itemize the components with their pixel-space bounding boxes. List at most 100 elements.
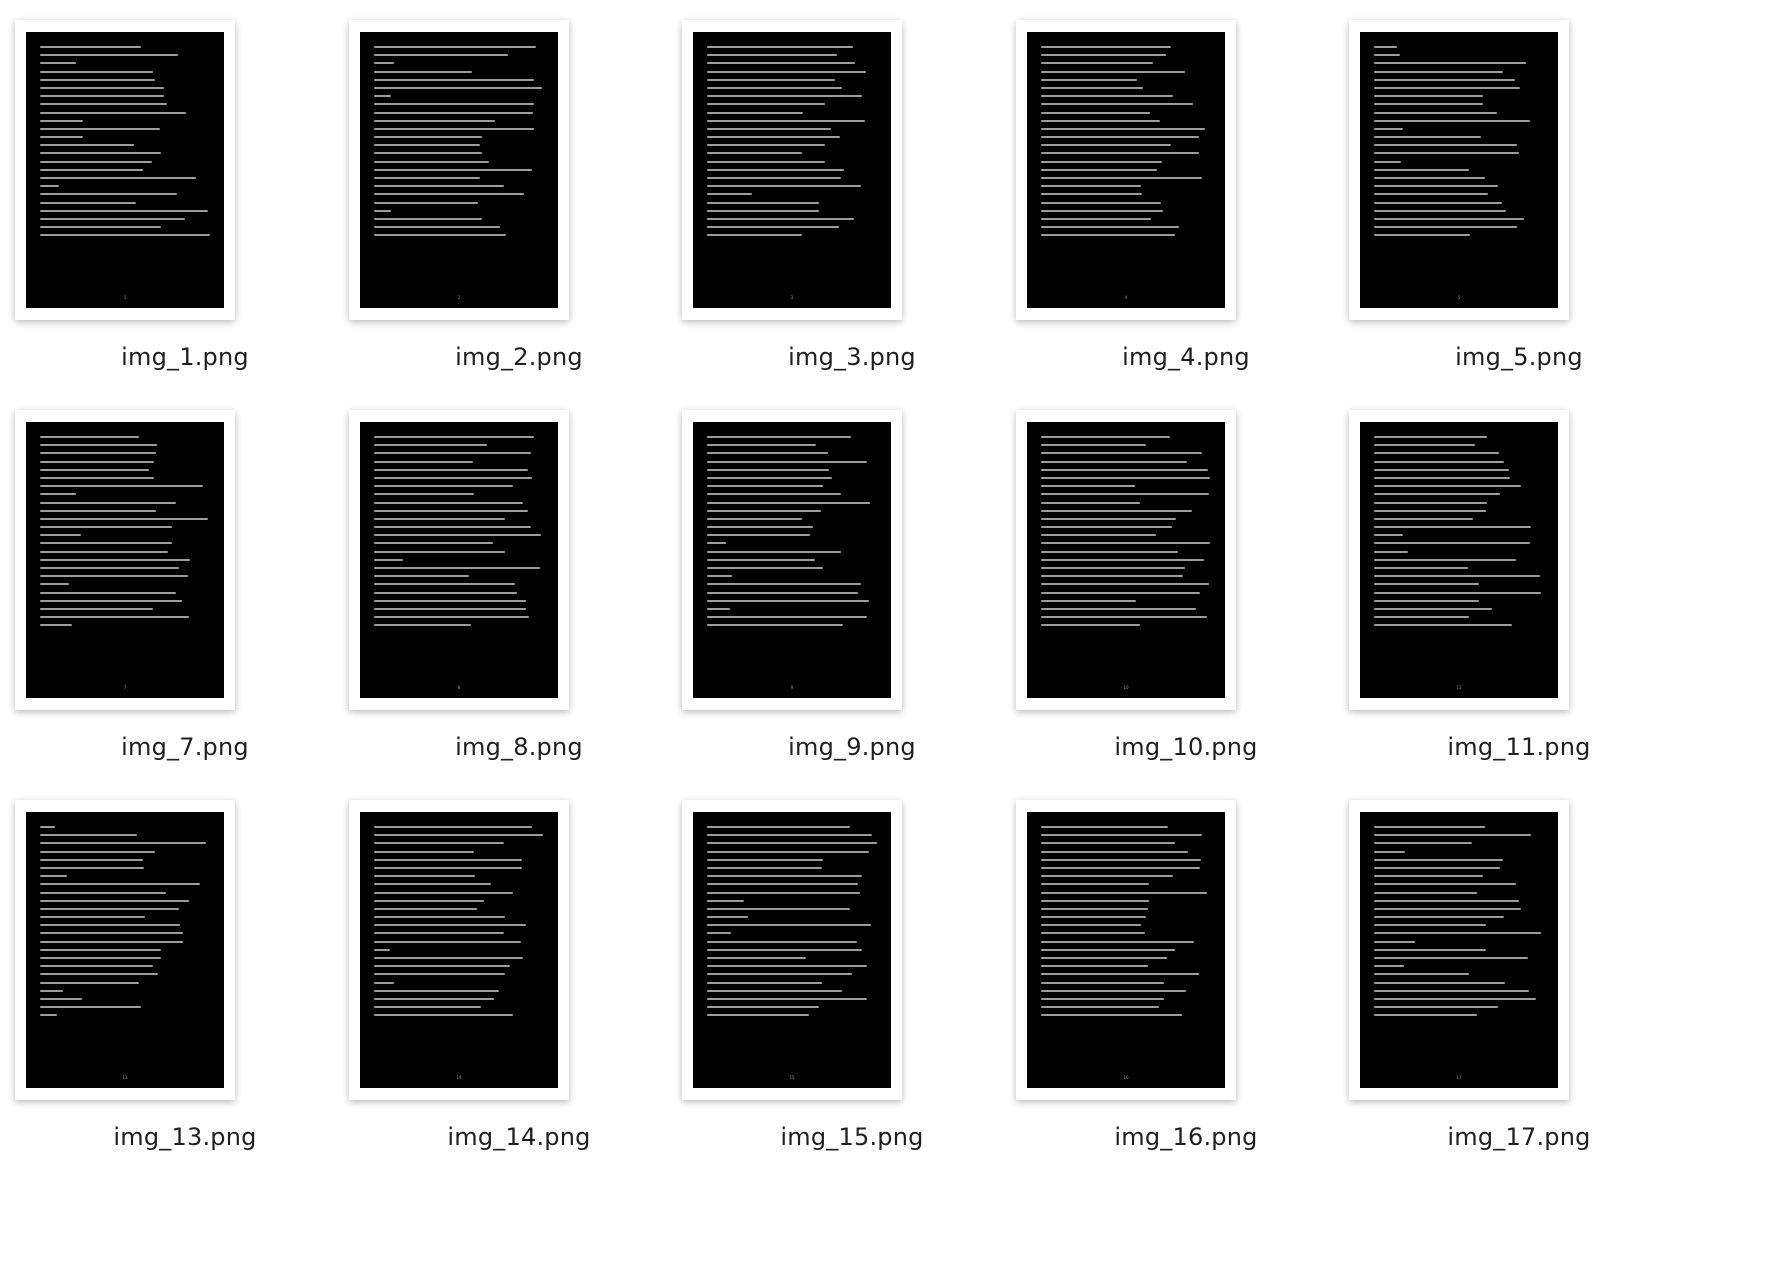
text-line [40,177,196,179]
text-line [707,607,731,610]
text-line [1041,550,1179,553]
thumbnail[interactable]: 11 [1349,410,1569,710]
file-name[interactable]: img_1.png [121,343,249,371]
file-name[interactable]: img_8.png [455,733,583,761]
file-tile[interactable]: 16 img_16.png [1001,780,1381,1180]
text-line [707,989,843,992]
text-lines [1374,436,1544,633]
file-name[interactable]: img_3.png [788,343,916,371]
file-tile[interactable]: 13 img_13.png [0,780,380,1180]
text-line [707,883,858,886]
text-line [374,493,475,496]
file-tile[interactable]: 9 img_9.png [667,390,1047,790]
text-line [374,558,404,561]
text-line [1041,46,1172,48]
text-line [40,217,185,220]
text-line [1374,550,1409,553]
text-line [707,193,752,196]
text-line [707,591,859,594]
text-line [1041,973,1200,976]
text-line [40,826,56,828]
file-tile[interactable]: 7 img_7.png [0,390,380,790]
file-tile[interactable]: 3 img_3.png [667,0,1047,400]
thumbnail[interactable]: 3 [682,20,902,320]
text-line [40,1014,57,1017]
file-name[interactable]: img_7.png [121,733,249,761]
text-line [1041,616,1208,619]
thumbnail[interactable]: 17 [1349,800,1569,1100]
file-name[interactable]: img_13.png [113,1123,257,1151]
text-line [1041,201,1161,204]
page-number: 10 [1123,685,1129,690]
text-line [374,70,472,73]
text-line [1041,534,1157,537]
thumbnail[interactable]: 5 [1349,20,1569,320]
text-line [1374,526,1531,529]
text-line [1374,624,1512,627]
file-name[interactable]: img_9.png [788,733,916,761]
thumbnail[interactable]: 13 [15,800,235,1100]
file-tile[interactable]: 8 img_8.png [334,390,714,790]
text-line [1374,509,1487,512]
text-line [40,583,69,586]
text-line [40,201,137,204]
file-tile[interactable]: 10 img_10.png [1001,390,1381,790]
file-name[interactable]: img_2.png [455,343,583,371]
file-name[interactable]: img_10.png [1114,733,1258,761]
text-line [707,526,814,529]
text-line [40,234,210,237]
thumbnail[interactable]: 9 [682,410,902,710]
text-line [1041,70,1186,73]
file-tile[interactable]: 11 img_11.png [1334,390,1714,790]
file-name[interactable]: img_17.png [1447,1123,1591,1151]
file-name[interactable]: img_15.png [780,1123,924,1151]
text-line [40,485,203,488]
file-tile[interactable]: 4 img_4.png [1001,0,1381,400]
file-tile[interactable]: 14 img_14.png [334,780,714,1180]
thumbnail[interactable]: 4 [1016,20,1236,320]
thumbnail[interactable]: 8 [349,410,569,710]
text-line [1374,136,1481,139]
text-line [1041,209,1163,212]
file-tile[interactable]: 15 img_15.png [667,780,1047,1180]
thumbnail[interactable]: 15 [682,800,902,1100]
text-line [374,460,474,463]
thumbnail[interactable]: 10 [1016,410,1236,710]
text-line [1041,476,1210,479]
text-line [1374,119,1530,122]
text-line [1374,86,1521,89]
file-name[interactable]: img_11.png [1447,733,1591,761]
text-line [1374,534,1403,537]
text-line [1041,168,1157,171]
file-tile[interactable]: 5 img_5.png [1334,0,1714,400]
text-line [1374,209,1506,212]
text-lines [40,46,210,243]
page-preview: 17 [1360,812,1558,1088]
file-tile[interactable]: 2 img_2.png [334,0,714,400]
text-line [40,989,64,992]
text-line [40,136,83,139]
thumbnail[interactable]: 1 [15,20,235,320]
text-line [40,542,173,545]
thumbnail[interactable]: 7 [15,410,235,710]
file-name[interactable]: img_14.png [447,1123,591,1151]
thumbnail[interactable]: 2 [349,20,569,320]
text-line [1374,916,1504,919]
text-line [1041,924,1141,927]
file-name[interactable]: img_4.png [1122,343,1250,371]
text-line [1374,558,1516,561]
thumbnail[interactable]: 16 [1016,800,1236,1100]
text-line [1374,95,1483,98]
text-line [1374,583,1479,586]
text-line [374,834,543,837]
file-name[interactable]: img_5.png [1455,343,1583,371]
thumbnail[interactable]: 14 [349,800,569,1100]
text-line [707,144,826,147]
text-line [707,567,824,569]
page-preview: 3 [693,32,891,308]
file-tile[interactable]: 1 img_1.png [0,0,380,400]
file-tile[interactable]: 17 img_17.png [1334,780,1714,1180]
text-lines [1041,46,1211,243]
text-line [1374,217,1524,220]
file-name[interactable]: img_16.png [1114,1123,1258,1151]
